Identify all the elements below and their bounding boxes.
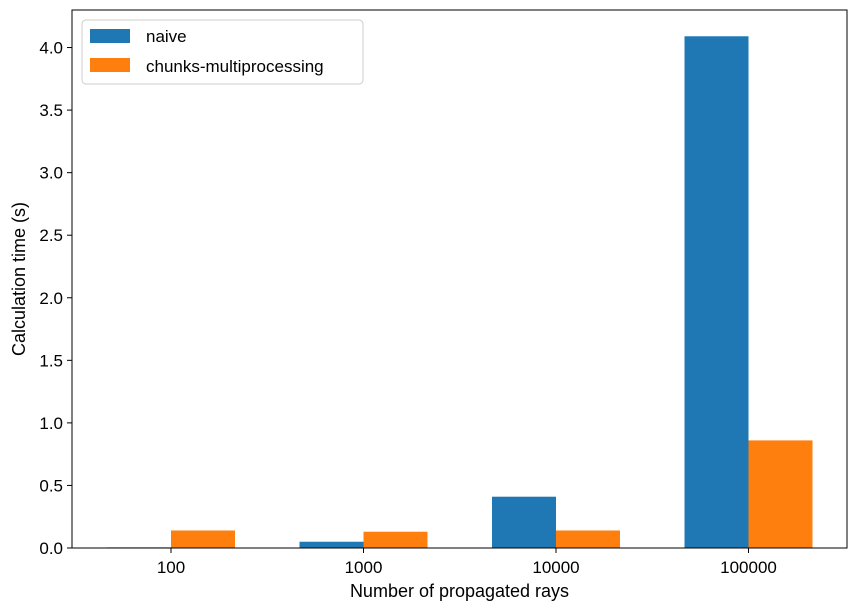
y-tick-label: 2.5 [39, 226, 63, 245]
plot-frame [71, 9, 848, 549]
y-axis: 0.0 0.5 1.0 1.5 2.0 2.5 3.0 3.5 4.0 [39, 39, 72, 558]
y-tick-label: 3.5 [39, 101, 63, 120]
bars-layer [107, 36, 813, 549]
bar-chunks-multiprocessing-100 [171, 530, 235, 548]
x-tick-label: 10000 [532, 558, 579, 577]
bar-naive-10000 [492, 496, 556, 548]
bar-chunks-multiprocessing-100000 [748, 440, 813, 548]
x-tick-label: 1000 [345, 558, 383, 577]
y-tick-label: 0.0 [39, 539, 63, 558]
legend-label-chunks-multiprocessing: chunks-multiprocessing [146, 57, 324, 76]
y-tick-label: 4.0 [39, 39, 63, 58]
x-tick-label: 100 [157, 558, 185, 577]
y-axis-label: Calculation time (s) [9, 202, 29, 356]
legend-box [81, 19, 364, 85]
x-axis: 100 1000 10000 100000 [157, 548, 777, 577]
bar-chunks-multiprocessing-1000 [363, 531, 428, 548]
y-tick-label: 2.0 [39, 289, 63, 308]
y-tick-label: 3.0 [39, 164, 63, 183]
legend-swatch-chunks-multiprocessing [90, 58, 130, 72]
legend-swatch-naive [90, 29, 130, 43]
x-tick-label: 100000 [720, 558, 777, 577]
y-tick-label: 0.5 [39, 476, 63, 495]
legend: naive chunks-multiprocessing [81, 19, 364, 85]
x-axis-label: Number of propagated rays [350, 581, 569, 601]
y-tick-label: 1.5 [39, 351, 63, 370]
bar-naive-100000 [684, 36, 749, 549]
y-tick-label: 1.0 [39, 414, 63, 433]
legend-label-naive: naive [146, 27, 187, 46]
bar-chunks-multiprocessing-10000 [556, 530, 620, 548]
bar-naive-1000 [299, 541, 364, 548]
